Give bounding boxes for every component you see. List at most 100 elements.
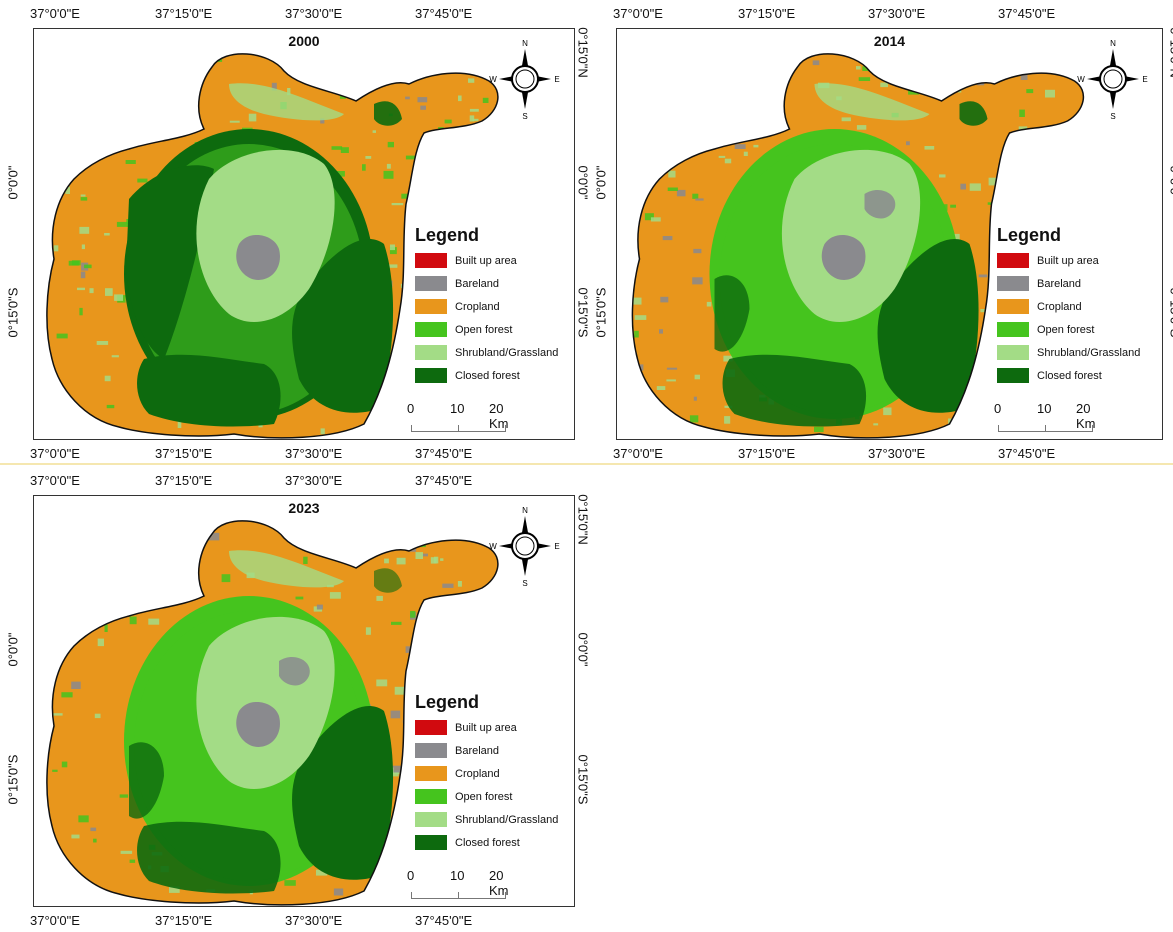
bottom-tick-4: 37°45'0"E <box>998 446 1055 461</box>
left-tick-2: 0°15'0"S <box>6 278 21 348</box>
map-legend: Legend Built up area Bareland Cropland O… <box>415 225 575 387</box>
svg-text:E: E <box>554 542 559 551</box>
legend-item-built-up: Built up area <box>415 716 575 739</box>
scale-label-0: 0 <box>407 868 414 883</box>
legend-title: Legend <box>997 225 1157 246</box>
north-arrow-icon: N S E W <box>1077 37 1149 121</box>
legend-item-open-forest: Open forest <box>997 318 1157 341</box>
svg-text:E: E <box>554 75 559 84</box>
map-panel-2000: 37°0'0"E 37°15'0"E 37°30'0"E 37°45'0"E 0… <box>0 0 585 465</box>
scale-tick <box>998 425 999 432</box>
bottom-tick-3: 37°30'0"E <box>285 913 342 928</box>
right-tick-3: 0°15'0"S <box>576 745 591 815</box>
panel-divider <box>0 463 1173 465</box>
legend-item-closed-forest: Closed forest <box>997 364 1157 387</box>
svg-text:N: N <box>522 506 528 515</box>
svg-text:S: S <box>522 112 527 121</box>
legend-swatch <box>415 345 447 360</box>
svg-text:W: W <box>1077 75 1085 84</box>
svg-text:W: W <box>489 542 497 551</box>
legend-swatch <box>997 368 1029 383</box>
left-tick-1: 0°0'0" <box>6 615 21 685</box>
map-frame: 2023 N S E W Legend Built up area Barela… <box>33 495 575 907</box>
top-tick-3: 37°30'0"E <box>285 6 342 21</box>
svg-text:S: S <box>522 579 527 588</box>
map-frame: 2014 N S E W Legend Built up area Barela… <box>616 28 1163 440</box>
map-panel-2023: 37°0'0"E 37°15'0"E 37°30'0"E 37°45'0"E 0… <box>0 467 585 932</box>
legend-item-built-up: Built up area <box>415 249 575 272</box>
top-tick-4: 37°45'0"E <box>998 6 1055 21</box>
right-tick-2: 0°0'0" <box>1168 148 1173 218</box>
top-tick-1: 37°0'0"E <box>613 6 663 21</box>
top-tick-3: 37°30'0"E <box>285 473 342 488</box>
legend-swatch <box>415 368 447 383</box>
scale-label-0: 0 <box>994 401 1001 416</box>
legend-item-shrubland: Shrubland/Grassland <box>997 341 1157 364</box>
bottom-tick-4: 37°45'0"E <box>415 446 472 461</box>
legend-swatch <box>415 743 447 758</box>
top-tick-2: 37°15'0"E <box>155 473 212 488</box>
top-tick-2: 37°15'0"E <box>155 6 212 21</box>
svg-text:N: N <box>522 39 528 48</box>
scale-bar: 0 10 20 Km <box>404 868 524 904</box>
right-tick-1: 0°15'0"N <box>576 485 591 555</box>
right-tick-3: 0°15'0"S <box>1168 278 1173 348</box>
top-tick-4: 37°45'0"E <box>415 473 472 488</box>
left-tick-1: 0°0'0" <box>6 148 21 218</box>
legend-item-bareland: Bareland <box>415 272 575 295</box>
legend-item-open-forest: Open forest <box>415 318 575 341</box>
bottom-tick-3: 37°30'0"E <box>868 446 925 461</box>
legend-swatch <box>997 276 1029 291</box>
legend-item-closed-forest: Closed forest <box>415 831 575 854</box>
legend-swatch <box>415 322 447 337</box>
map-panel-2014: 37°0'0"E 37°15'0"E 37°30'0"E 37°45'0"E 0… <box>588 0 1173 465</box>
legend-swatch <box>415 253 447 268</box>
map-frame: 2000 N S E W Legend Built up area Barela… <box>33 28 575 440</box>
scale-tick <box>411 425 412 432</box>
svg-text:N: N <box>1110 39 1116 48</box>
scale-bar: 0 10 20 Km <box>991 401 1111 437</box>
legend-item-shrubland: Shrubland/Grassland <box>415 341 575 364</box>
legend-swatch <box>997 345 1029 360</box>
scale-tick <box>1092 425 1093 432</box>
legend-item-cropland: Cropland <box>415 295 575 318</box>
scale-tick <box>505 425 506 432</box>
legend-swatch <box>415 720 447 735</box>
scale-label-10: 10 <box>450 868 464 883</box>
top-tick-4: 37°45'0"E <box>415 6 472 21</box>
scale-label-10: 10 <box>450 401 464 416</box>
top-tick-2: 37°15'0"E <box>738 6 795 21</box>
bottom-tick-2: 37°15'0"E <box>155 446 212 461</box>
legend-title: Legend <box>415 692 575 713</box>
legend-swatch <box>997 322 1029 337</box>
scale-tick <box>1045 425 1046 432</box>
scale-label-10: 10 <box>1037 401 1051 416</box>
legend-swatch <box>415 812 447 827</box>
scale-bar: 0 10 20 Km <box>404 401 524 437</box>
map-legend: Legend Built up area Bareland Cropland O… <box>997 225 1157 387</box>
scale-tick <box>458 892 459 899</box>
legend-item-cropland: Cropland <box>415 762 575 785</box>
top-tick-3: 37°30'0"E <box>868 6 925 21</box>
svg-text:E: E <box>1142 75 1147 84</box>
legend-swatch <box>415 276 447 291</box>
bottom-tick-1: 37°0'0"E <box>30 913 80 928</box>
legend-swatch <box>415 299 447 314</box>
right-tick-1: 0°15'0"N <box>1168 18 1173 88</box>
bottom-tick-3: 37°30'0"E <box>285 446 342 461</box>
bottom-tick-2: 37°15'0"E <box>155 913 212 928</box>
legend-item-built-up: Built up area <box>997 249 1157 272</box>
north-arrow-icon: N S E W <box>489 37 561 121</box>
legend-title: Legend <box>415 225 575 246</box>
left-tick-2: 0°15'0"S <box>594 278 609 348</box>
top-tick-1: 37°0'0"E <box>30 6 80 21</box>
scale-tick <box>505 892 506 899</box>
bottom-tick-1: 37°0'0"E <box>613 446 663 461</box>
svg-text:W: W <box>489 75 497 84</box>
legend-swatch <box>415 789 447 804</box>
legend-item-closed-forest: Closed forest <box>415 364 575 387</box>
legend-item-open-forest: Open forest <box>415 785 575 808</box>
right-tick-2: 0°0'0" <box>576 615 591 685</box>
legend-swatch <box>997 253 1029 268</box>
legend-item-shrubland: Shrubland/Grassland <box>415 808 575 831</box>
